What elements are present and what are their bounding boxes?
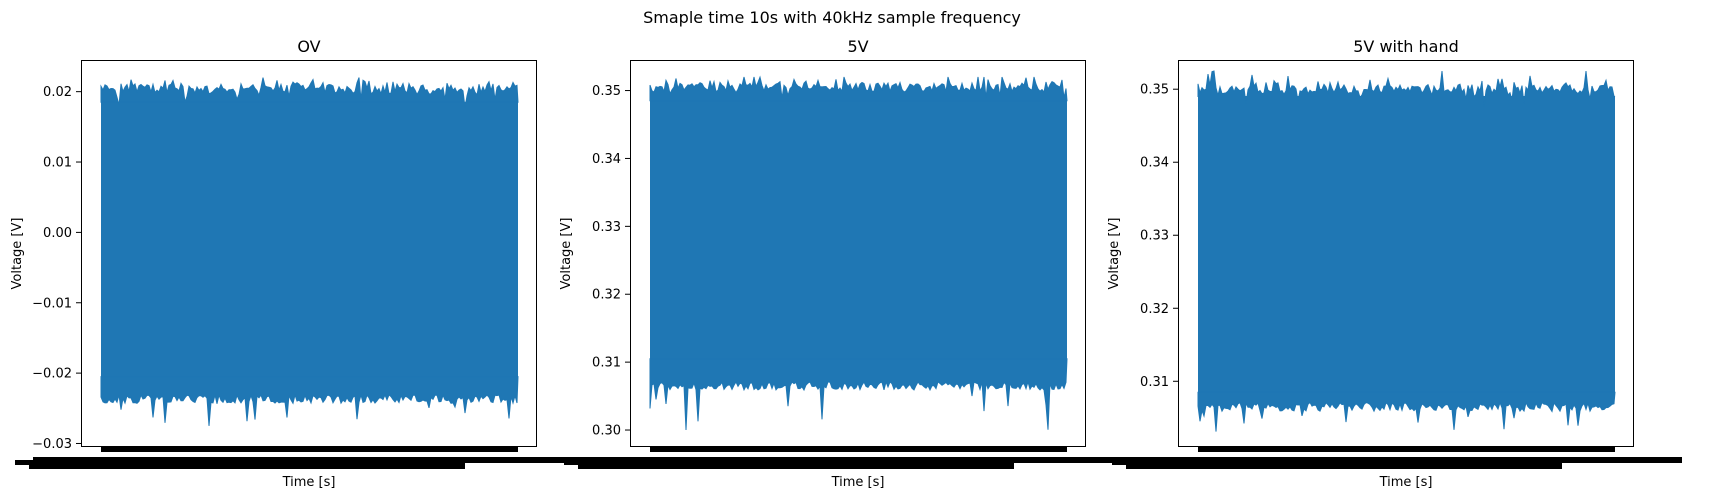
x-tick-strip [101, 447, 518, 452]
y-tick-label: −0.03 [32, 437, 72, 452]
x-tick-labels-overlap [1126, 463, 1562, 469]
x-tick-labels-overlap [1112, 460, 1142, 465]
y-tick-label: 0.34 [592, 152, 621, 167]
x-tick-labels-overlap [578, 463, 1014, 469]
y-axis-label: Voltage [V] [559, 218, 574, 290]
x-tick-strip [650, 447, 1067, 452]
x-tick-labels-overlap [33, 457, 585, 463]
y-tick-label: 0.31 [592, 356, 621, 371]
y-tick-label: −0.02 [32, 367, 72, 382]
y-tick-label: 0.33 [1140, 229, 1169, 244]
y-axis-label: Voltage [V] [10, 218, 25, 290]
x-tick-labels-overlap [29, 463, 465, 469]
series-lower-envelope [100, 376, 519, 426]
y-tick-label: −0.01 [32, 296, 72, 311]
y-tick-label: 0.32 [1140, 302, 1169, 317]
y-tick-label: 0.02 [43, 85, 72, 100]
y-tick-label: 0.34 [1140, 156, 1169, 171]
subplot-3: 0.31 0.32 0.33 0.34 0.35 5V with hand Time [s]… [1107, 37, 1682, 490]
axes-frame [81, 60, 537, 447]
subplot-title: 5V with hand [1353, 37, 1458, 56]
series-upper-envelope [1197, 70, 1616, 108]
y-tick-label: 0.33 [592, 220, 621, 235]
figure-suptitle: Smaple time 10s with 40kHz sample freque… [643, 8, 1021, 27]
x-tick-labels-overlap [1130, 457, 1682, 463]
y-tick-label: 0.30 [592, 424, 621, 439]
y-tick-label: 0.35 [592, 84, 621, 99]
y-tick-label: 0.32 [592, 288, 621, 303]
subplot-title: OV [297, 37, 320, 56]
series-upper-envelope [100, 77, 519, 108]
y-tick-label: 0.00 [43, 226, 72, 241]
series-fill-band [101, 102, 518, 377]
x-axis-label: Time [s] [1379, 475, 1433, 490]
axes-frame [1178, 60, 1634, 447]
subplot-2: 0.30 0.31 0.32 0.33 0.34 0.35 5V Time [s] Voltag… [559, 37, 1134, 490]
series-fill-band [650, 100, 1067, 359]
y-axis-label: Voltage [V] [1107, 218, 1122, 290]
series-lower-envelope [649, 358, 1068, 431]
x-tick-labels-overlap [564, 460, 594, 465]
x-tick-labels-overlap [15, 460, 45, 465]
axes-frame [630, 60, 1086, 447]
series-upper-envelope [649, 75, 1068, 102]
subplot-title: 5V [847, 37, 868, 56]
x-axis-label: Time [s] [831, 475, 885, 490]
x-tick-strip [1198, 447, 1615, 452]
subplot-1: −0.03 −0.02 −0.01 0.00 0.01 0.02 OV Time [s] Vol… [10, 37, 585, 490]
series-fill-band [1198, 96, 1615, 393]
series-lower-envelope [1197, 391, 1616, 432]
y-tick-label: 0.31 [1140, 375, 1169, 390]
x-tick-labels-overlap [582, 457, 1134, 463]
subplot-grid: −0.03 −0.02 −0.01 0.00 0.01 0.02 OV Time [s] Vol… [10, 37, 1682, 490]
x-axis-label: Time [s] [282, 475, 336, 490]
y-tick-label: 0.35 [1140, 83, 1169, 98]
y-tick-label: 0.01 [43, 156, 72, 171]
